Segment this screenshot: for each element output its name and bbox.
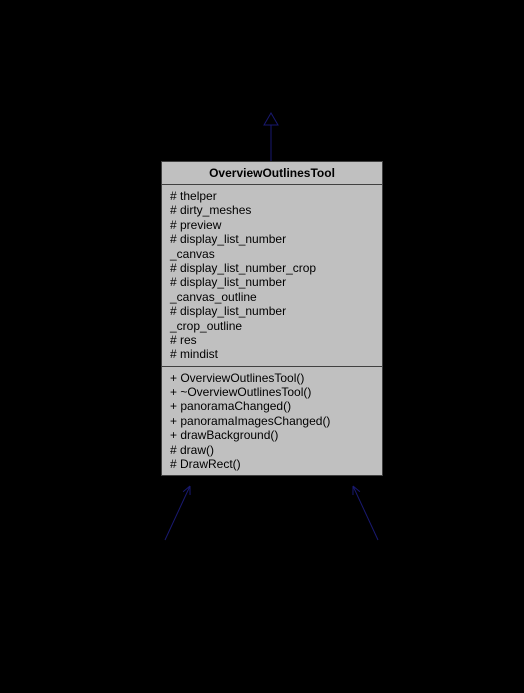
uml-attribute-row: # res <box>170 333 374 347</box>
uml-method-row: + ~OverviewOutlinesTool() <box>170 385 374 399</box>
uml-class-title: OverviewOutlinesTool <box>162 162 382 185</box>
dependency-arrow-bottom-right <box>341 474 390 552</box>
uml-attribute-row: _canvas <box>170 247 374 261</box>
uml-attribute-row: # thelper <box>170 189 374 203</box>
uml-method-row: + OverviewOutlinesTool() <box>170 371 374 385</box>
uml-method-row: # DrawRect() <box>170 457 374 471</box>
dependency-arrow-bottom-left <box>153 474 202 552</box>
uml-method-row: # draw() <box>170 443 374 457</box>
uml-attribute-row: _canvas_outline <box>170 290 374 304</box>
uml-attribute-row: # display_list_number <box>170 304 374 318</box>
uml-method-row: + panoramaChanged() <box>170 399 374 413</box>
uml-attribute-row: # display_list_number <box>170 275 374 289</box>
inheritance-arrow-top <box>261 99 281 161</box>
uml-attribute-row: # dirty_meshes <box>170 203 374 217</box>
uml-attribute-row: # display_list_number <box>170 232 374 246</box>
uml-method-row: + drawBackground() <box>170 428 374 442</box>
uml-method-row: + panoramaImagesChanged() <box>170 414 374 428</box>
uml-methods-section: + OverviewOutlinesTool()+ ~OverviewOutli… <box>162 367 382 476</box>
uml-attribute-row: # display_list_number_crop <box>170 261 374 275</box>
uml-attribute-row: # preview <box>170 218 374 232</box>
uml-attribute-row: # mindist <box>170 347 374 361</box>
uml-class-box: OverviewOutlinesTool # thelper# dirty_me… <box>161 161 383 476</box>
uml-attribute-row: _crop_outline <box>170 319 374 333</box>
uml-attributes-section: # thelper# dirty_meshes# preview# displa… <box>162 185 382 367</box>
